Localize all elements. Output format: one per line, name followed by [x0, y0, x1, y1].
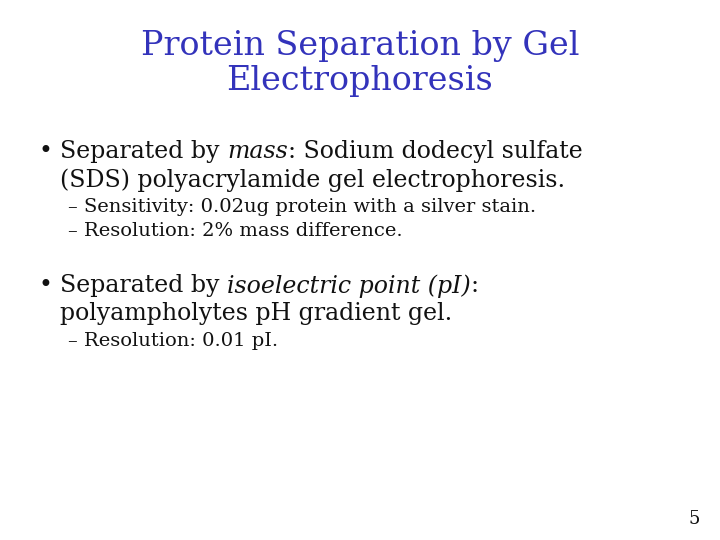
Text: :: :: [471, 274, 479, 297]
Text: Separated by: Separated by: [60, 140, 227, 163]
Text: mass: mass: [227, 140, 288, 163]
Text: : Sodium dodecyl sulfate: : Sodium dodecyl sulfate: [288, 140, 582, 163]
Text: •: •: [38, 140, 52, 163]
Text: – Sensitivity: 0.02ug protein with a silver stain.: – Sensitivity: 0.02ug protein with a sil…: [68, 198, 536, 216]
Text: 5: 5: [688, 510, 700, 528]
Text: Electrophoresis: Electrophoresis: [227, 65, 493, 97]
Text: •: •: [38, 274, 52, 297]
Text: (SDS) polyacrylamide gel electrophoresis.: (SDS) polyacrylamide gel electrophoresis…: [60, 168, 565, 192]
Text: Separated by: Separated by: [60, 274, 227, 297]
Text: – Resolution: 0.01 pI.: – Resolution: 0.01 pI.: [68, 332, 278, 350]
Text: – Resolution: 2% mass difference.: – Resolution: 2% mass difference.: [68, 222, 402, 240]
Text: Protein Separation by Gel: Protein Separation by Gel: [140, 30, 580, 62]
Text: isoelectric point (pI): isoelectric point (pI): [227, 274, 471, 298]
Text: polyampholytes pH gradient gel.: polyampholytes pH gradient gel.: [60, 302, 452, 325]
